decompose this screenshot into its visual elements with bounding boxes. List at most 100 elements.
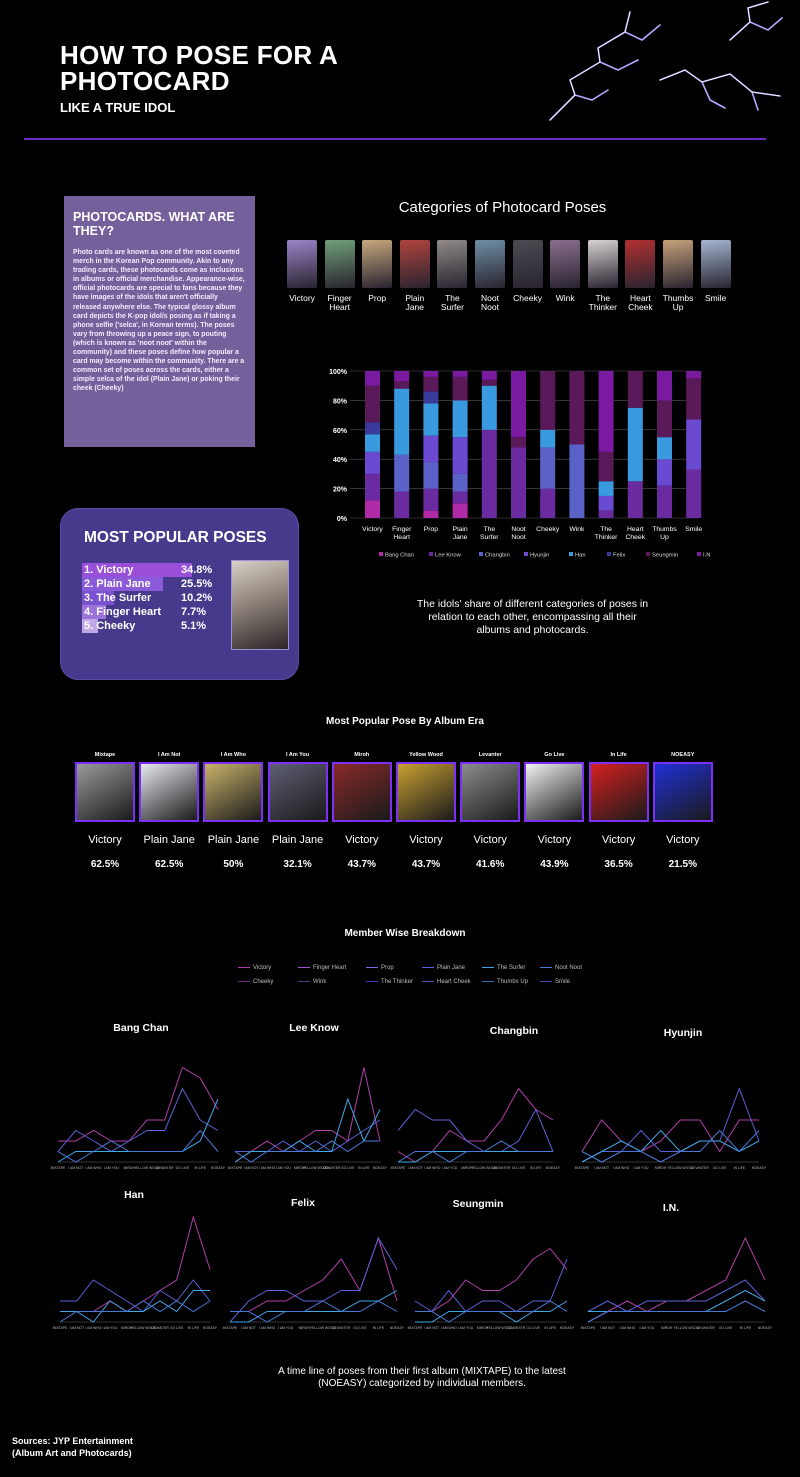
line-x-tick: IN LIFE: [544, 1326, 556, 1330]
lightning-decoration: [549, 1, 783, 121]
line-x-tick: MIXTAPE: [53, 1326, 68, 1330]
stack-bar-segment: [423, 376, 439, 392]
pose-category: Victory: [284, 240, 320, 303]
member-line-series: [60, 1290, 210, 1323]
line-x-tick: I AM WHO: [86, 1166, 102, 1170]
stack-bar-segment: [452, 376, 468, 401]
line-x-tick: I AM WHO: [259, 1166, 275, 1170]
header-divider: [24, 138, 766, 140]
member-name: Felix: [291, 1197, 315, 1209]
stack-bar-segment: [365, 385, 380, 423]
stack-bar-segment: [481, 385, 497, 430]
info-text: Photo cards are known as one of the most…: [73, 249, 245, 393]
member-line-series: [581, 1129, 760, 1163]
member-legend-item: The Surfer: [482, 965, 525, 971]
album-cover-image: [460, 762, 521, 822]
album-era: Go Live Victory 43.9%: [523, 752, 585, 870]
line-x-tick: LEVANTER: [323, 1166, 341, 1170]
legend-swatch: [422, 980, 434, 983]
member-line-series: [581, 1119, 759, 1153]
stack-x-tick: Up: [660, 534, 669, 541]
album-era: I Am Not Plain Jane 62.5%: [138, 752, 200, 870]
era-top-pose: Victory: [666, 834, 700, 846]
stack-legend-label: Felix: [613, 553, 625, 559]
stack-bar-segment: [452, 400, 468, 438]
stack-bar-segment: [365, 451, 380, 474]
member-legend-item: Thumbs Up: [482, 979, 528, 985]
member-line-series: [398, 1151, 553, 1163]
popular-pose-value: 10.2%: [181, 592, 213, 604]
stack-bar-segment: [686, 419, 702, 470]
member-legend-item: Wink: [298, 979, 326, 985]
stack-x-tick: Prop: [424, 526, 439, 533]
stack-legend-swatch: [646, 552, 650, 556]
member-line-series: [587, 1236, 766, 1323]
member-legend-item: Finger Heart: [298, 965, 346, 971]
line-x-tick: NOEASY: [211, 1166, 226, 1170]
pose-photocard-image: [399, 240, 430, 288]
legend-swatch: [238, 980, 250, 983]
album-cover-image: [267, 762, 328, 822]
legend-swatch: [298, 980, 310, 983]
line-x-tick: MIROH: [299, 1326, 311, 1330]
stack-y-tick: 80%: [333, 398, 348, 405]
stack-bar-segment: [627, 407, 643, 482]
line-x-tick: NOEASY: [560, 1326, 575, 1330]
album-era: NOEASY Victory 21.5%: [652, 752, 714, 870]
line-x-tick: GO LIVE: [512, 1166, 526, 1170]
line-x-tick: IN LIFE: [373, 1326, 385, 1330]
stack-bar-segment: [481, 429, 497, 518]
pose-category-label: Thumbs Up: [662, 293, 694, 312]
line-x-tick: I AM WHO: [619, 1326, 635, 1330]
member-name: Changbin: [489, 1025, 539, 1037]
member-name: Han: [124, 1189, 144, 1201]
member-line-series: [587, 1279, 766, 1313]
member-line-series: [397, 1140, 553, 1163]
pose-category: Smile: [698, 240, 734, 303]
album-name: Levanter: [478, 752, 502, 758]
member-name: Lee Know: [289, 1022, 339, 1034]
line-x-tick: I AM NOT: [408, 1166, 423, 1170]
stack-bar-segment: [627, 481, 643, 518]
member-legend-item: Heart Cheek: [422, 979, 471, 985]
line-x-tick: I AM NOT: [244, 1166, 259, 1170]
popular-pose-row: 2. Plain Jane 25.5%: [82, 577, 222, 591]
line-x-tick: GO LIVE: [713, 1166, 727, 1170]
line-x-tick: LEVANTER: [508, 1326, 526, 1330]
pose-category: Cheeky: [510, 240, 546, 303]
line-x-tick: IN LIFE: [188, 1326, 200, 1330]
stack-bar-segment: [511, 371, 526, 438]
stack-x-tick: Surfer: [480, 534, 499, 541]
stack-x-tick: Jane: [453, 534, 468, 541]
stack-legend-label: Han: [575, 553, 586, 559]
member-line-series: [587, 1300, 766, 1323]
line-x-tick: YELLOW WOOD: [310, 1326, 337, 1330]
line-x-tick: I AM YOU: [442, 1166, 458, 1170]
member-line-series: [234, 1140, 380, 1163]
era-top-pose-pct: 62.5%: [90, 859, 120, 870]
member-line-series: [415, 1247, 568, 1312]
popular-pose-row: 4. Finger Heart 7.7%: [82, 605, 222, 619]
line-x-tick: MIXTAPE: [575, 1166, 590, 1170]
legend-swatch: [422, 966, 434, 969]
era-top-pose: Victory: [88, 834, 122, 846]
stack-legend-swatch: [379, 552, 383, 556]
era-top-pose: Plain Jane: [207, 834, 260, 846]
line-x-tick: I AM YOU: [278, 1326, 294, 1330]
legend-swatch: [482, 980, 494, 983]
member-line-series: [57, 1129, 219, 1163]
popular-pose-bar: [82, 619, 99, 633]
stack-legend-label: Hyunjin: [530, 553, 549, 559]
stack-bar-segment: [657, 485, 672, 518]
line-x-tick: IN LIFE: [530, 1166, 542, 1170]
album-name: Mixtape: [94, 752, 116, 758]
member-legend-item: Smile: [540, 979, 570, 985]
stack-y-tick: 100%: [329, 369, 348, 376]
stack-bar-segment: [569, 444, 585, 518]
legend-label: The Surfer: [497, 965, 526, 971]
stack-bar-segment: [598, 371, 614, 452]
album-name: Miroh: [354, 752, 370, 758]
pose-category-label: Cheeky: [513, 293, 542, 303]
album-name: I Am Who: [220, 752, 246, 758]
stack-bar-segment: [481, 371, 497, 380]
